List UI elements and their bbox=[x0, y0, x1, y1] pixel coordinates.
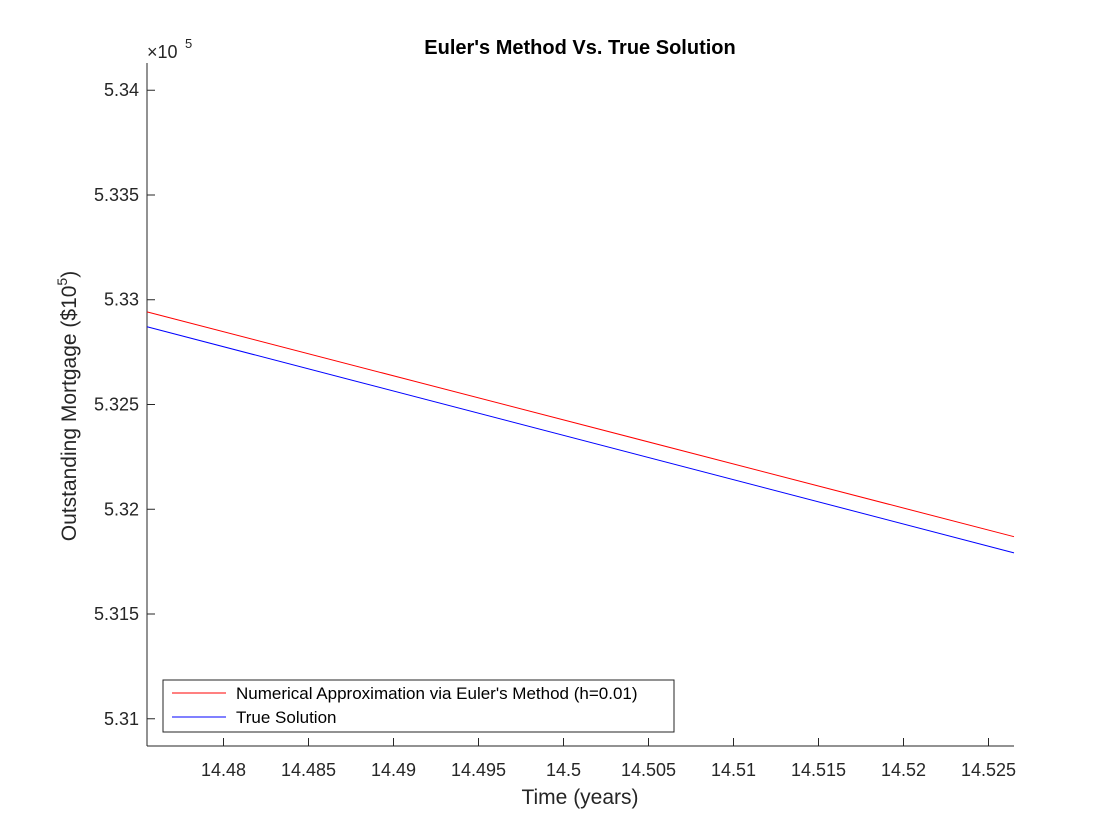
y-exponent-power: 5 bbox=[185, 36, 192, 51]
y-axis-label-suffix: ) bbox=[58, 271, 81, 278]
y-axis-label-main: Outstanding Mortgage ($10 bbox=[58, 286, 81, 542]
x-tick-label: 14.52 bbox=[881, 760, 926, 780]
y-tick-label: 5.32 bbox=[104, 499, 139, 519]
y-exponent-label: ×10 5 bbox=[147, 36, 192, 62]
x-tick-labels: 14.48 14.485 14.49 14.495 14.5 14.505 14.51 14.… bbox=[201, 760, 1016, 780]
x-tick-label: 14.48 bbox=[201, 760, 246, 780]
y-tick-label: 5.34 bbox=[104, 80, 139, 100]
x-tick-label: 14.51 bbox=[711, 760, 756, 780]
y-axis-label-superscript: 5 bbox=[54, 278, 70, 286]
x-tick-label: 14.525 bbox=[961, 760, 1016, 780]
y-axis-label: Outstanding Mortgage ($105) bbox=[54, 271, 81, 541]
x-tick-label: 14.485 bbox=[281, 760, 336, 780]
x-tick-label: 14.515 bbox=[791, 760, 846, 780]
legend: Numerical Approximation via Euler's Meth… bbox=[162, 679, 675, 733]
y-tick-labels: 5.31 5.315 5.32 5.325 5.33 5.335 5.34 bbox=[94, 80, 139, 729]
y-tick-label: 5.315 bbox=[94, 604, 139, 624]
chart-title: Euler's Method Vs. True Solution bbox=[424, 37, 735, 59]
x-tick-label: 14.49 bbox=[371, 760, 416, 780]
x-tick-label: 14.495 bbox=[451, 760, 506, 780]
x-axis-label: Time (years) bbox=[521, 786, 638, 809]
x-tick-label: 14.5 bbox=[546, 760, 581, 780]
legend-label-euler: Numerical Approximation via Euler's Meth… bbox=[236, 684, 638, 703]
x-tick-label: 14.505 bbox=[621, 760, 676, 780]
series-lines bbox=[146, 311, 1015, 554]
y-tick-label: 5.335 bbox=[94, 185, 139, 205]
legend-label-true: True Solution bbox=[236, 708, 336, 727]
y-tick-label: 5.33 bbox=[104, 290, 139, 310]
legend-box bbox=[162, 679, 675, 733]
axes bbox=[146, 63, 1014, 747]
series-line-0 bbox=[146, 311, 1015, 538]
y-exponent-base: ×10 bbox=[147, 42, 178, 62]
y-tick-label: 5.31 bbox=[104, 709, 139, 729]
series-line-1 bbox=[146, 326, 1015, 554]
y-tick-label: 5.325 bbox=[94, 395, 139, 415]
